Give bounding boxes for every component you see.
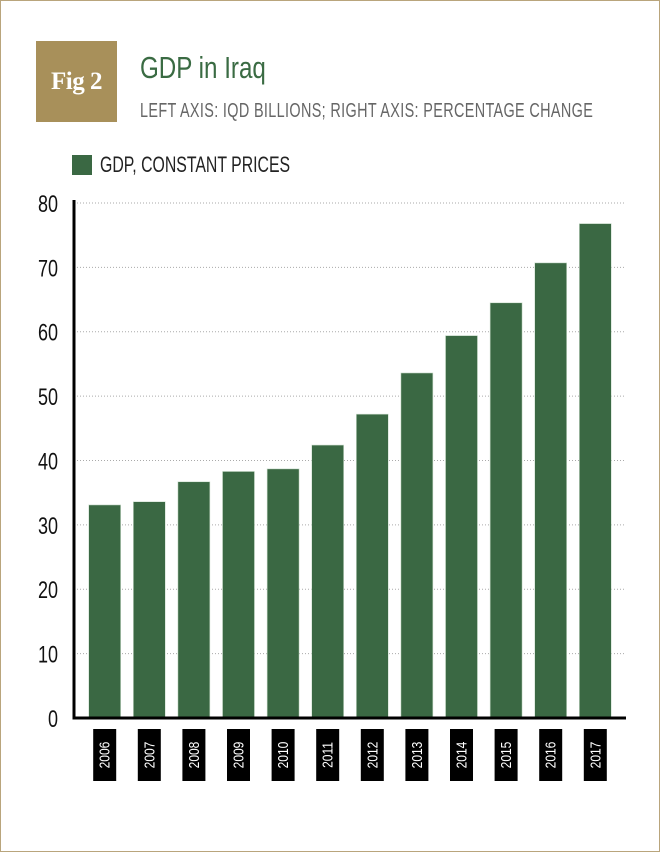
- bar-2017: [578, 223, 612, 719]
- bar-2007: [133, 501, 166, 719]
- year-label-box: [360, 729, 384, 781]
- y-tick-label: 50: [38, 385, 58, 411]
- y-tick-label: 30: [38, 514, 58, 540]
- x-tick-label: 2010: [275, 741, 292, 768]
- bar-2010: [266, 468, 300, 719]
- y-tick-label: 0: [48, 707, 58, 733]
- year-label-box: [583, 729, 607, 781]
- bar-2014: [445, 335, 478, 719]
- x-tick-label: 2016: [542, 742, 559, 769]
- figure-badge: Fig 2: [36, 41, 117, 122]
- x-tick-label: 2015: [498, 742, 515, 769]
- year-label-box: [494, 729, 518, 781]
- legend-label: GDP, CONSTANT PRICES: [100, 152, 291, 177]
- x-tick-label: 2011: [319, 742, 336, 768]
- y-tick-label: 20: [38, 578, 58, 604]
- x-tick-label: 2013: [409, 742, 426, 769]
- bar-2015: [489, 302, 523, 719]
- year-label-box: [539, 729, 563, 781]
- y-tick-label: 80: [38, 192, 58, 218]
- bar-2016: [534, 262, 568, 719]
- x-tick-label: 2014: [453, 741, 470, 768]
- x-tick-label: 2006: [96, 742, 113, 769]
- bar-2012: [355, 413, 389, 719]
- x-tick-label: 2009: [230, 742, 247, 769]
- legend: GDP, CONSTANT PRICES: [72, 152, 364, 178]
- year-label-box: [93, 729, 117, 781]
- year-label-box: [316, 729, 340, 781]
- year-label-box: [182, 729, 206, 781]
- y-tick-label: 60: [38, 320, 58, 346]
- y-tick-label: 40: [38, 449, 58, 475]
- year-label-box: [271, 729, 295, 781]
- year-label-box: [450, 729, 473, 781]
- legend-swatch: [72, 155, 92, 175]
- bar-2009: [222, 471, 255, 719]
- bar-2008: [177, 481, 211, 719]
- chart-subtitle: LEFT AXIS: IQD BILLIONS; RIGHT AXIS: PER…: [140, 100, 594, 122]
- bar-2006: [88, 504, 121, 719]
- chart-title: GDP in Iraq: [140, 50, 266, 85]
- year-label-box: [405, 729, 429, 781]
- bar-2013: [400, 372, 434, 719]
- x-tick-label: 2007: [141, 742, 158, 769]
- x-tick-label: 2012: [364, 742, 381, 769]
- bar-2011: [311, 444, 345, 719]
- year-label-box: [137, 729, 161, 781]
- y-tick-label: 10: [38, 642, 58, 668]
- x-tick-label: 2008: [186, 742, 203, 769]
- year-label-box: [227, 729, 250, 781]
- y-tick-label: 70: [38, 256, 58, 282]
- x-tick-label: 2017: [587, 742, 604, 769]
